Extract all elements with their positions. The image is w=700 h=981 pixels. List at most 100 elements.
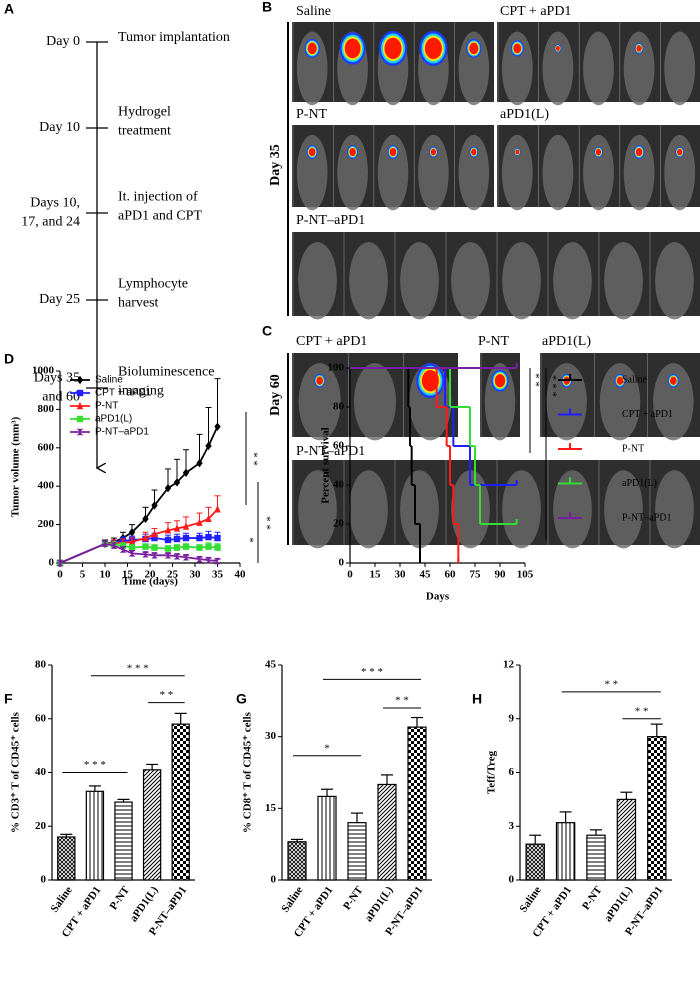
x-tick-label: 15 <box>370 569 382 581</box>
group-label: aPD1(L) <box>500 107 549 122</box>
y-axis-label: % CD3⁺ T of CD45⁺ cells <box>10 711 22 833</box>
day-label: Day 60 <box>268 374 283 416</box>
y-tick-label: 60 <box>333 440 345 452</box>
significance: * <box>324 742 330 754</box>
mouse <box>458 31 490 106</box>
y-axis-label: Tumor volume (mm³) <box>10 416 22 517</box>
legend-label: Saline <box>622 374 648 385</box>
data-point <box>214 557 221 565</box>
mouse <box>553 470 592 549</box>
data-point <box>196 458 203 468</box>
x-tick-label: 75 <box>470 569 482 581</box>
mouse <box>623 31 655 106</box>
legend-marker <box>76 415 84 423</box>
x-tick-label: 0 <box>347 569 353 581</box>
data-point <box>110 542 118 549</box>
y-tick-label: 400 <box>38 480 55 492</box>
mouse <box>400 242 439 320</box>
x-tick-label: 25 <box>167 569 179 581</box>
data-point <box>142 543 149 550</box>
data-point <box>214 534 221 542</box>
timeline-day: Day 10 <box>39 120 80 135</box>
y-tick-label: 80 <box>35 659 47 671</box>
x-tick-label: 5 <box>80 569 86 581</box>
signal-blob <box>494 374 506 388</box>
significance: * * <box>160 689 174 701</box>
timeline-event: treatment <box>118 124 171 139</box>
mouse <box>623 134 655 211</box>
mouse <box>583 31 614 106</box>
mouse <box>353 363 397 441</box>
y-tick-label: 20 <box>35 820 47 832</box>
timeline-event: Tumor implantation <box>118 30 230 45</box>
y-axis-label: % CD8⁺ T of CD45⁺ cells <box>242 711 254 833</box>
timeline-event: It. injection of <box>118 190 198 205</box>
y-tick-label: 40 <box>333 479 345 491</box>
significance: * * <box>260 516 272 530</box>
significance: * * <box>247 452 259 466</box>
data-point <box>151 534 158 542</box>
signal-blob <box>349 147 356 157</box>
significance: * * * <box>84 759 106 771</box>
data-point <box>164 545 172 552</box>
signal-blob <box>670 376 677 385</box>
signal-blob <box>555 45 560 51</box>
mouse <box>653 363 694 441</box>
significance: * * * <box>361 666 383 678</box>
panel-letter: D <box>4 351 14 367</box>
timeline-day: Days 35 <box>34 371 80 386</box>
data-point <box>142 514 149 524</box>
bar <box>407 726 427 881</box>
group-label: CPT + aPD1 <box>296 334 367 349</box>
mouse <box>542 31 574 106</box>
x-tick-label: 20 <box>145 569 157 581</box>
x-tick-label: 45 <box>420 569 432 581</box>
bar <box>347 822 367 881</box>
y-tick-label: 30 <box>265 730 277 742</box>
group-label: P-NT–aPD1 <box>296 444 365 459</box>
data-point <box>142 551 149 558</box>
y-tick-label: 0 <box>49 557 55 569</box>
mouse <box>349 242 388 320</box>
data-point <box>119 546 127 553</box>
data-point <box>128 544 136 551</box>
mouse <box>458 134 490 211</box>
timeline-day: Days 10, <box>30 196 80 211</box>
data-point <box>151 544 158 551</box>
x-tick-label: 10 <box>100 569 112 581</box>
x-tick-label: 30 <box>395 569 407 581</box>
signal-blob <box>389 147 397 157</box>
y-tick-label: 80 <box>333 401 345 413</box>
mouse <box>604 470 643 549</box>
mouse <box>664 134 696 211</box>
data-point <box>196 518 203 526</box>
data-point <box>205 533 212 541</box>
bar <box>377 783 397 881</box>
x-axis-label: Time (days) <box>122 576 178 588</box>
signal-blob <box>430 148 437 156</box>
mouse <box>501 31 533 106</box>
data-point <box>128 528 136 537</box>
mouse <box>400 470 439 549</box>
mouse <box>501 134 533 211</box>
y-tick-label: 100 <box>328 362 345 374</box>
day-label: Day 35 <box>268 144 283 186</box>
legend-label: CPT + aPD1 <box>622 409 673 420</box>
signal-blob <box>424 37 442 60</box>
x-tick-label: P-NT <box>107 884 132 912</box>
timeline-event: Bioluminescence <box>118 365 214 380</box>
mouse <box>502 470 541 549</box>
y-tick-label: 3 <box>509 820 515 832</box>
bar <box>586 834 606 881</box>
group-label: CPT + aPD1 <box>500 4 571 19</box>
signal-blob <box>344 38 361 59</box>
group-label: P-NT <box>296 107 328 122</box>
significance: * * <box>395 695 409 707</box>
mouse <box>664 31 696 106</box>
y-tick-label: 0 <box>41 874 47 886</box>
significance: * * <box>604 678 618 690</box>
significance: * * <box>635 705 649 717</box>
mouse <box>337 134 368 211</box>
timeline-event: aPD1 and CPT <box>118 209 202 224</box>
